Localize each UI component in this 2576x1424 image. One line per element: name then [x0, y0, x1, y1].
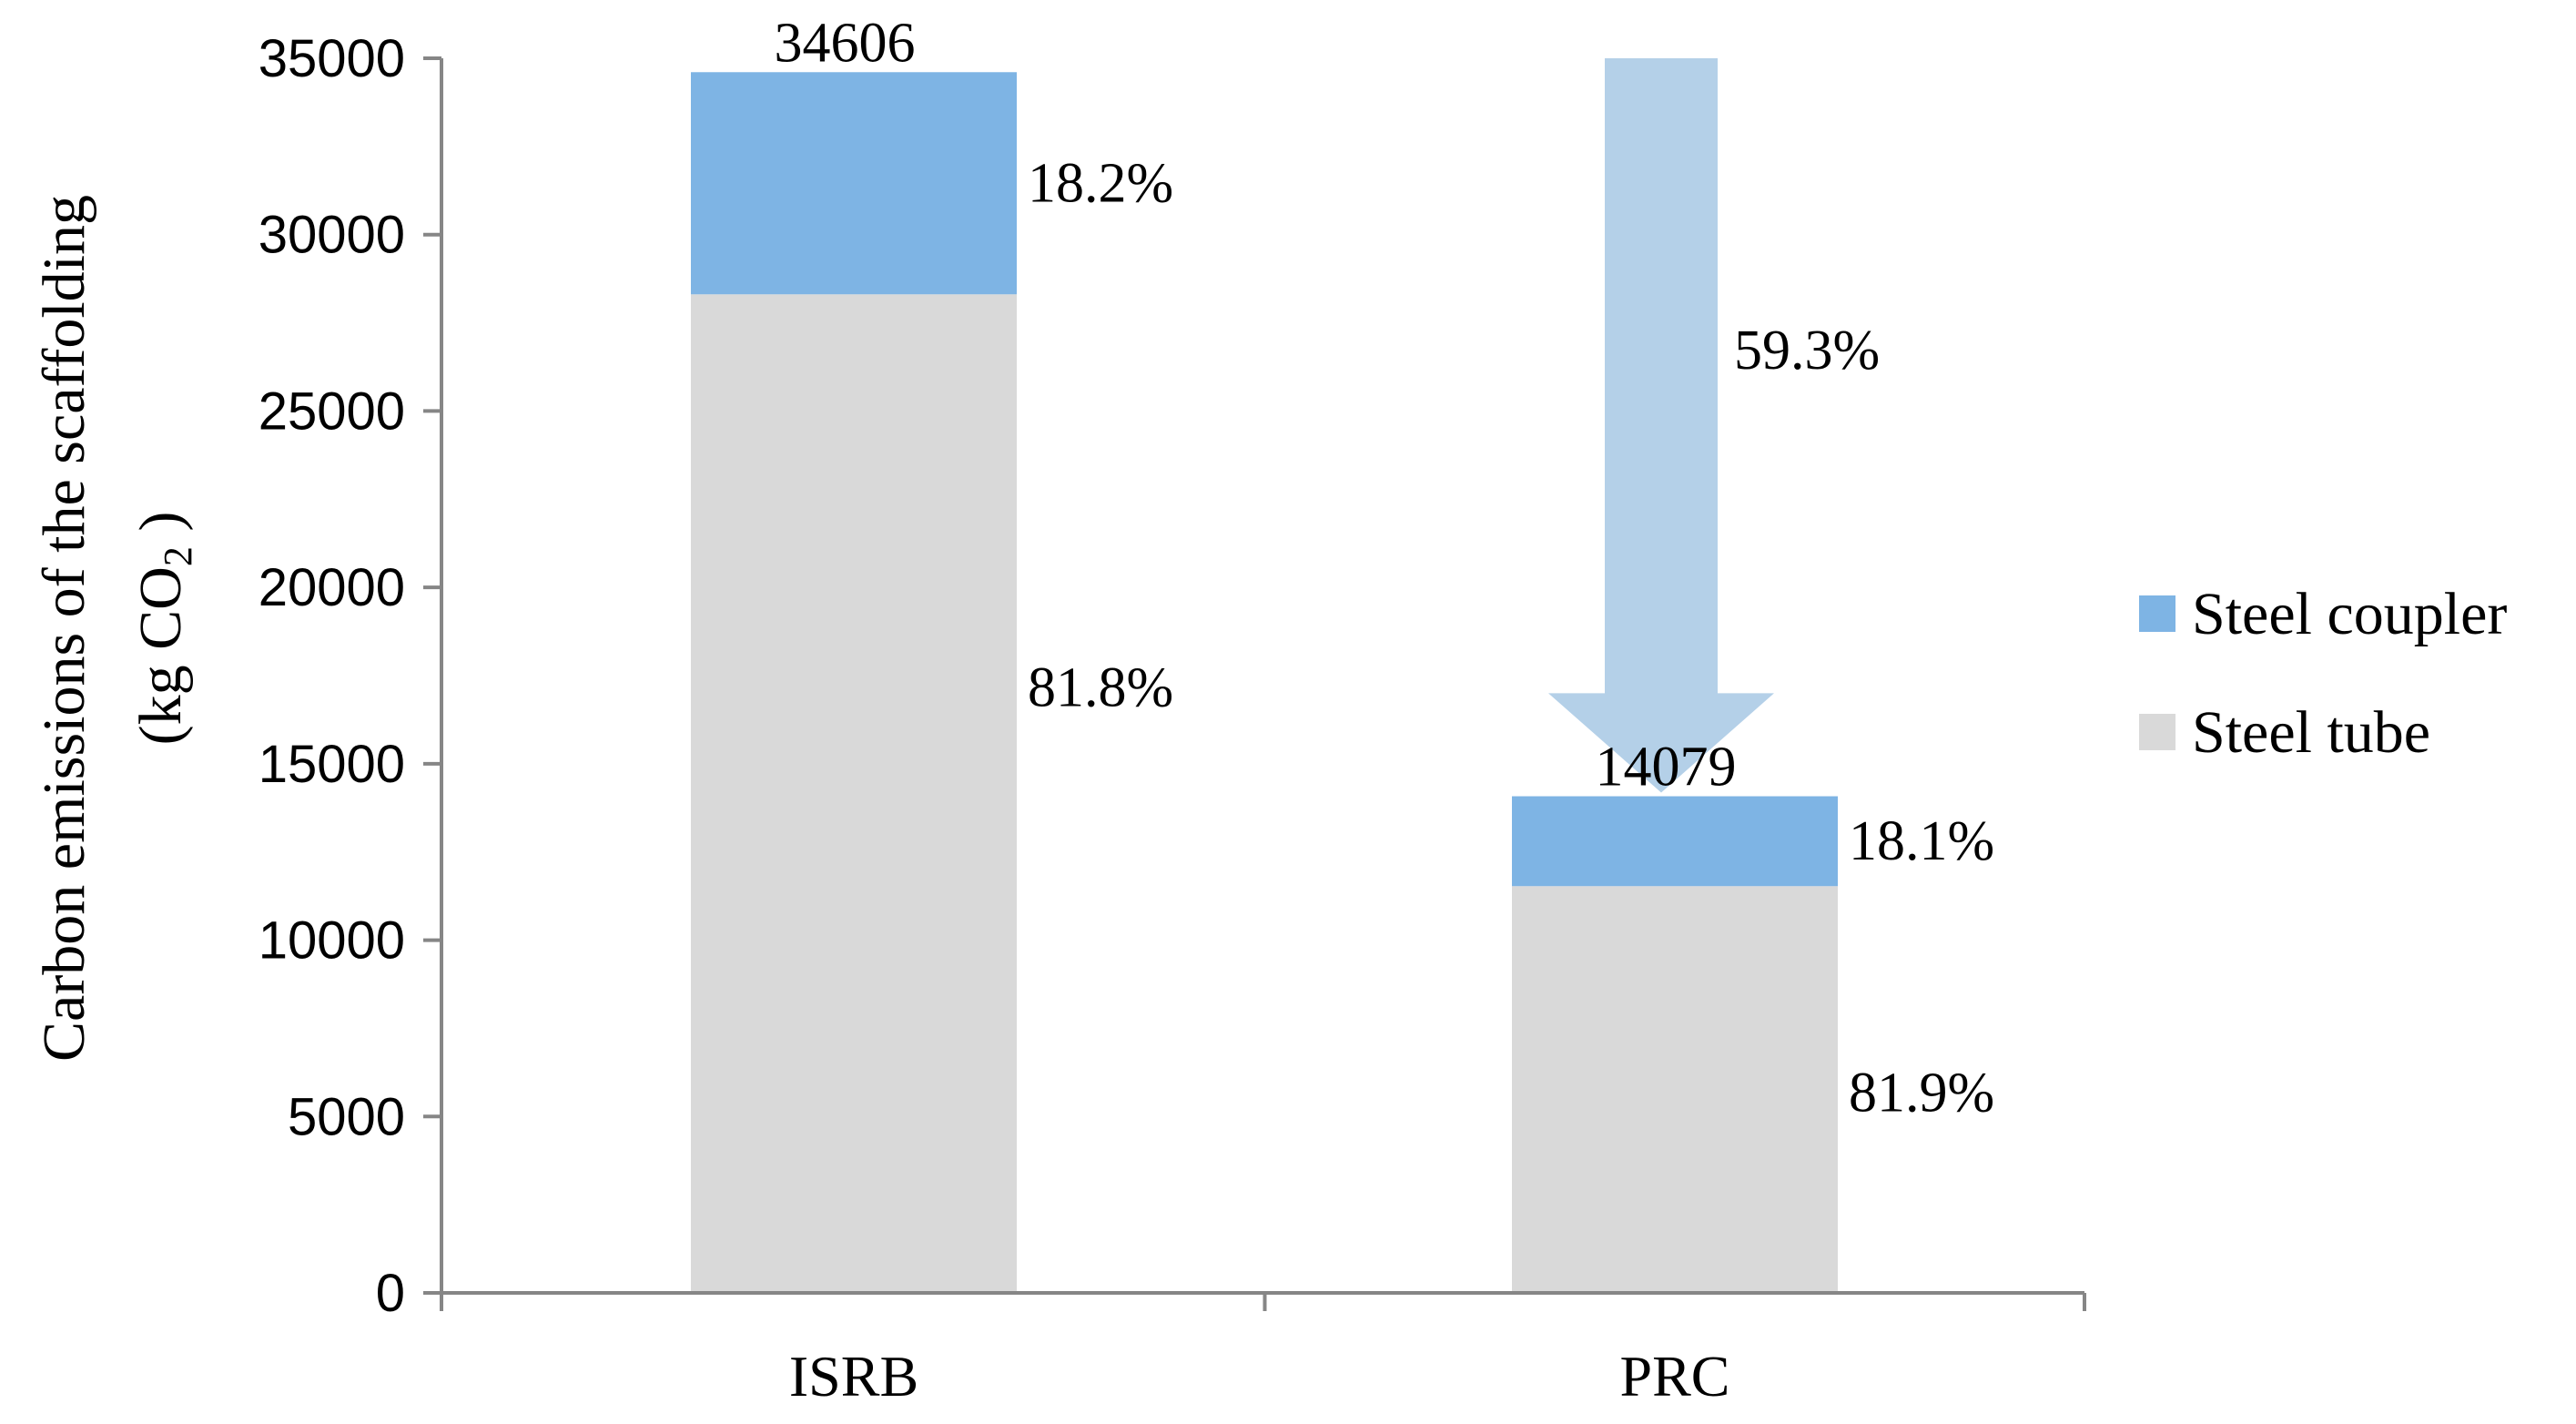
bars-group	[691, 72, 1838, 1293]
y-axis-title-subscript: 2	[156, 546, 200, 566]
x-category-label: PRC	[1620, 1344, 1730, 1409]
reduction-arrow-group	[1548, 58, 1774, 793]
y-tick-label: 10000	[259, 911, 405, 971]
data-labels-group: 59.3% 34606 14079 18.2% 81.8% 18.1% 81.9%	[775, 12, 1995, 1124]
y-tick-label: 25000	[259, 381, 405, 441]
y-tick-label: 30000	[259, 206, 405, 265]
y-tick-label: 35000	[259, 29, 405, 88]
bar-prc-steel-tube	[1512, 886, 1838, 1293]
y-axis-title-line1: Carbon emissions of the scaffolding	[31, 195, 97, 1062]
segment-percent-label: 81.9%	[1849, 1063, 1994, 1124]
bar-prc-steel-coupler	[1512, 796, 1838, 887]
segment-percent-label: 18.1%	[1849, 810, 1994, 872]
y-axis-title-close: )	[127, 512, 194, 546]
reduction-arrow	[1548, 58, 1774, 793]
y-tick-label: 5000	[288, 1087, 405, 1146]
bar-isrb-steel-tube	[691, 294, 1017, 1293]
y-tick-label: 20000	[259, 558, 405, 617]
segment-percent-label: 81.8%	[1028, 656, 1173, 718]
legend: Steel coupler Steel tube	[2139, 581, 2507, 766]
total-value-label: 34606	[775, 12, 916, 74]
legend-label: Steel tube	[2192, 699, 2430, 766]
total-value-label: 14079	[1596, 737, 1737, 798]
axes-group: 0 5000 10000 15000 20000 25000 30000 35000 ISRB P…	[259, 29, 2086, 1409]
y-axis-title-unit: (kg CO	[127, 566, 194, 745]
reduction-percent-label: 59.3%	[1734, 320, 1880, 381]
segment-percent-label: 18.2%	[1028, 152, 1173, 214]
legend-swatch	[2139, 595, 2175, 632]
legend-swatch	[2139, 714, 2175, 750]
bar-isrb-steel-coupler	[691, 72, 1017, 295]
y-tick-label: 15000	[259, 735, 405, 794]
y-tick-label: 0	[376, 1264, 405, 1323]
x-category-label: ISRB	[789, 1344, 918, 1409]
y-axis-title-line2: (kg CO2 )	[127, 512, 200, 746]
legend-label: Steel coupler	[2192, 581, 2507, 647]
